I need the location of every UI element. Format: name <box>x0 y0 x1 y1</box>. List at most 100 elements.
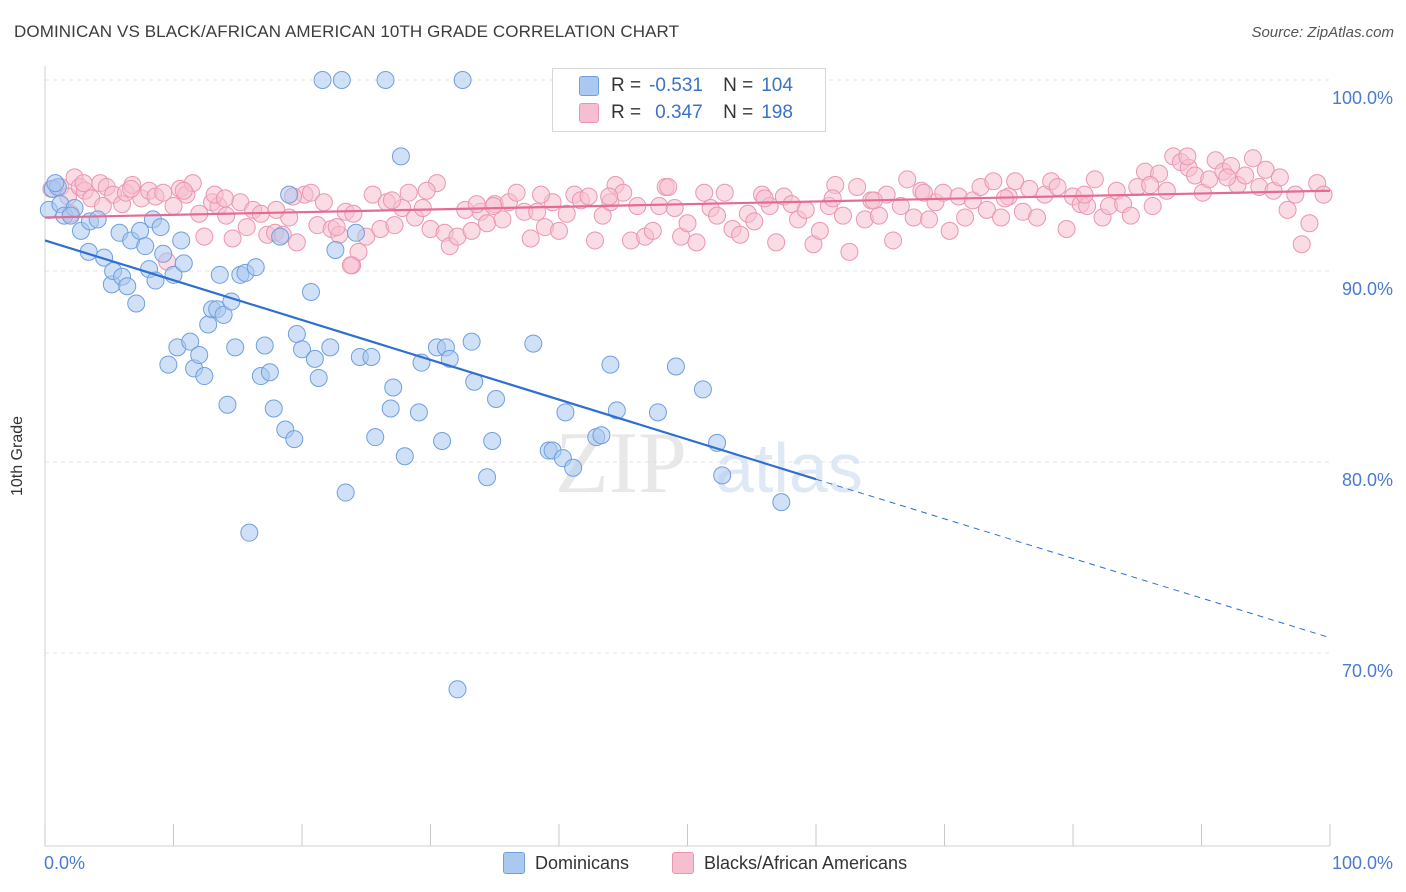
y-tick-label: 90.0% <box>1342 279 1393 299</box>
series-blacks-points <box>42 147 1333 275</box>
blacks-point <box>467 195 486 214</box>
dominicans-point <box>362 347 381 366</box>
dominicans-point <box>46 174 65 193</box>
dominicans-point <box>271 227 290 246</box>
watermark-atlas: atlas <box>715 429 863 507</box>
blacks-point <box>223 229 242 248</box>
dominicans-point <box>154 244 173 263</box>
x-tick-label: 0.0% <box>44 853 85 873</box>
blacks-point <box>904 208 923 227</box>
dominicans-point <box>332 71 351 89</box>
blacks-point <box>1200 170 1219 189</box>
dominicans-point <box>462 332 481 351</box>
blacks-point <box>1075 185 1094 204</box>
legend-row-dominicans: R = -0.531 N = 104 <box>579 74 793 98</box>
blacks-point <box>341 256 360 275</box>
legend-r-blacks: 0.347 <box>655 102 703 123</box>
dominicans-point <box>395 447 414 466</box>
dominicans-point <box>118 277 137 296</box>
blacks-point <box>413 198 432 217</box>
blacks-point <box>963 191 982 210</box>
blacks-point <box>532 185 551 204</box>
legend-n-label: N = <box>723 75 754 96</box>
dominicans-point <box>321 338 340 357</box>
dominicans-point <box>226 338 245 357</box>
dominicans-point <box>218 395 237 414</box>
dominicans-point <box>159 355 178 374</box>
blacks-point <box>731 225 750 244</box>
blacks-point <box>1270 168 1289 187</box>
blacks-point <box>550 221 568 240</box>
blacks-point <box>1278 200 1297 219</box>
dominicans-point <box>246 258 265 277</box>
dominicans-point <box>199 315 218 334</box>
dominicans-point <box>293 340 311 359</box>
dominicans-point <box>336 483 355 502</box>
blacks-point <box>600 187 619 206</box>
blacks-point <box>884 231 903 250</box>
dominicans-point <box>280 185 299 204</box>
blacks-point <box>687 233 706 252</box>
blacks-point <box>195 227 214 246</box>
blacks-point <box>215 189 234 208</box>
blacks-point <box>1256 160 1275 179</box>
legend-r-label: R = <box>611 102 642 123</box>
blacks-point <box>678 214 697 233</box>
dominicans-point <box>478 468 497 487</box>
blacks-point <box>869 206 888 225</box>
blacks-point <box>1157 181 1176 200</box>
dominicans-point <box>313 71 332 89</box>
dominicans-point <box>409 403 428 422</box>
dominicans-point <box>483 431 502 450</box>
blacks-point <box>287 233 306 252</box>
blacks-point <box>1300 214 1319 233</box>
blacks-point <box>478 214 497 233</box>
dominicans-point <box>772 493 791 512</box>
blacks-point <box>715 183 734 202</box>
x-tick-label: 100.0% <box>1332 853 1393 873</box>
dominicans-point <box>556 403 575 422</box>
blacks-point <box>557 204 576 223</box>
blacks-point <box>840 242 859 261</box>
dominicans-point <box>255 336 274 355</box>
y-tick-label: 70.0% <box>1342 661 1393 681</box>
blacks-point <box>1286 185 1305 204</box>
dominicans-point <box>127 294 146 313</box>
blacks-point <box>1141 176 1160 195</box>
dominicans-point <box>61 206 80 225</box>
blacks-point <box>74 174 93 193</box>
dominicans-point <box>487 389 506 408</box>
dominicans-point <box>391 147 410 166</box>
dominicans-point <box>326 240 345 259</box>
blacks-point <box>528 202 547 221</box>
dominicans-trendline-extension <box>815 478 1331 639</box>
blacks-point <box>363 185 382 204</box>
blacks-trendline <box>44 189 1331 219</box>
dominicans-point <box>240 523 259 542</box>
blacks-point <box>695 183 714 202</box>
dominicans-point <box>181 332 200 351</box>
dominicans-point <box>453 71 472 89</box>
blacks-point <box>1143 197 1162 216</box>
blacks-point <box>301 183 320 202</box>
dominicans-point <box>601 355 620 374</box>
dominicans-point <box>260 363 279 382</box>
blacks-point <box>154 183 173 202</box>
dominicans-point <box>195 367 214 386</box>
dominicans-point <box>376 71 395 89</box>
blacks-point <box>1020 179 1039 198</box>
dominicans-point <box>440 349 459 368</box>
dominicans-point <box>346 223 365 242</box>
blacks-point <box>217 206 236 225</box>
axes <box>44 66 1331 847</box>
blacks-point <box>914 183 933 202</box>
blacks-point <box>745 212 764 231</box>
y-tick-label: 100.0% <box>1332 88 1393 108</box>
blacks-point <box>898 170 917 189</box>
dominicans-point <box>666 357 685 376</box>
dominicans-point <box>88 210 107 229</box>
blacks-point <box>1121 206 1140 225</box>
blacks-point <box>462 221 481 240</box>
blacks-point <box>349 242 368 261</box>
blacks-point <box>1048 177 1067 196</box>
